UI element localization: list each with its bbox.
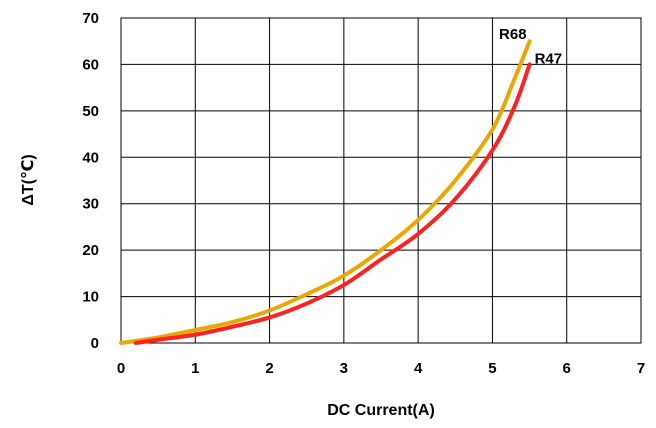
- y-tick-label: 60: [82, 56, 99, 73]
- y-axis-ticks: 0 10 20 30 40 50 60 70: [82, 10, 99, 352]
- series-label-r47: R47: [535, 50, 563, 67]
- y-tick-label: 0: [91, 335, 99, 352]
- series-label-r68: R68: [499, 26, 527, 43]
- x-tick-label: 1: [191, 360, 199, 377]
- x-tick-label: 3: [340, 360, 348, 377]
- plot-area-border: [120, 17, 642, 344]
- y-tick-label: 10: [82, 289, 99, 306]
- series-line-r47: [133, 62, 532, 345]
- y-tick-label: 30: [82, 196, 99, 213]
- x-tick-label: 5: [488, 360, 496, 377]
- grid: [120, 17, 642, 344]
- x-axis-title: DC Current(A): [327, 402, 435, 419]
- x-tick-label: 0: [117, 360, 125, 377]
- x-tick-label: 2: [265, 360, 273, 377]
- x-tick-label: 4: [414, 360, 423, 377]
- x-tick-label: 6: [563, 360, 571, 377]
- y-tick-label: 50: [82, 103, 99, 120]
- series-line-r68: [119, 39, 532, 345]
- x-tick-label: 7: [637, 360, 645, 377]
- y-tick-label: 40: [82, 149, 99, 166]
- series-group: R68 R47: [119, 26, 563, 345]
- x-axis-ticks: 0 1 2 3 4 5 6 7: [117, 360, 645, 377]
- y-tick-label: 20: [82, 242, 99, 259]
- y-tick-label: 70: [82, 10, 99, 27]
- y-axis-title: ΔT(℃): [20, 154, 37, 205]
